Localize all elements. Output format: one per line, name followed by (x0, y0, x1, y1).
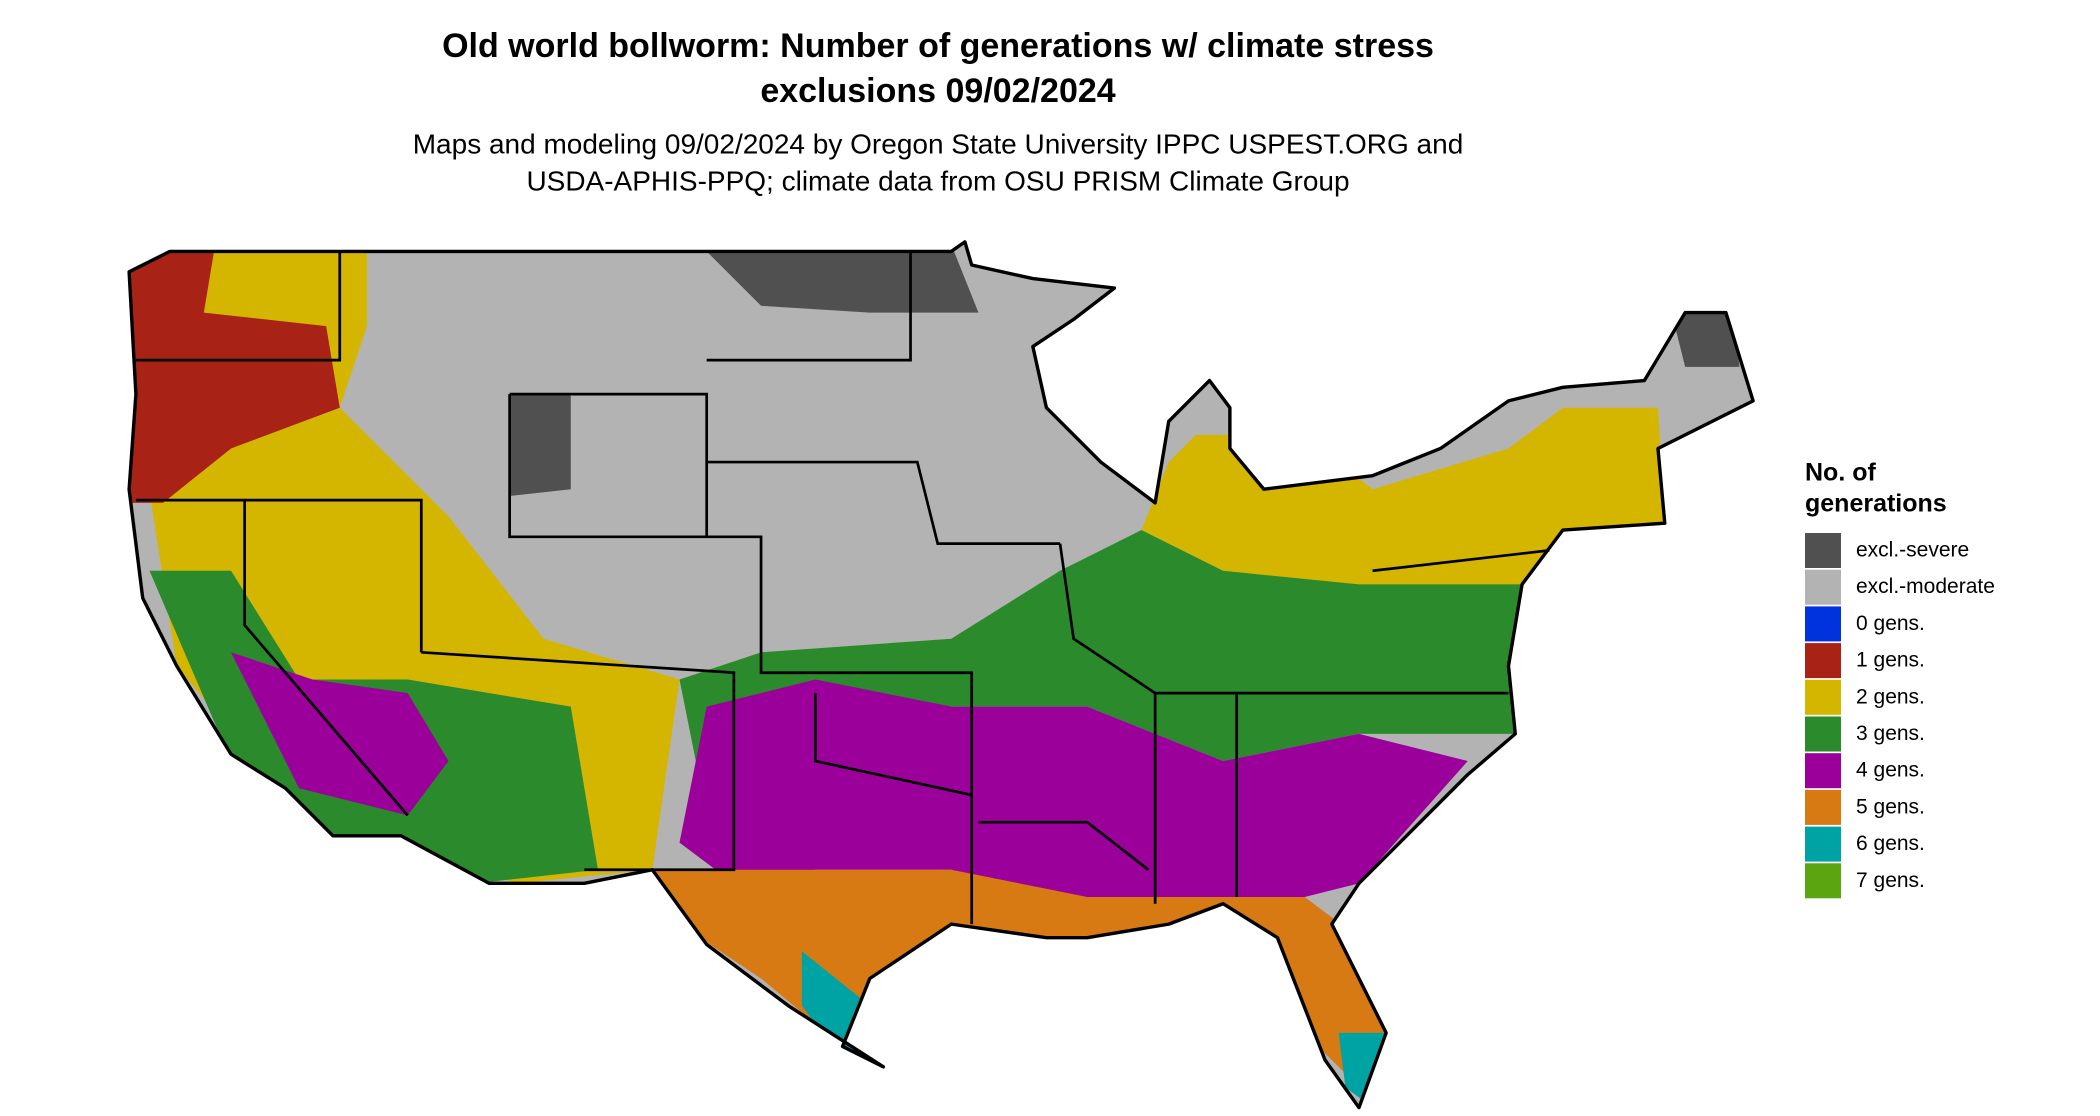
legend-swatch (1805, 679, 1841, 715)
legend-label: 6 gens. (1856, 832, 1925, 855)
subtitle-line: USDA-APHIS-PPQ; climate data from OSU PR… (526, 165, 1349, 196)
legend-label: 5 gens. (1856, 795, 1925, 818)
legend-label: 0 gens. (1856, 612, 1925, 635)
legend-title: No. of (1805, 459, 1876, 487)
map (127, 240, 1755, 1110)
legend-label: excl.-moderate (1856, 575, 1995, 598)
title-line: exclusions 09/02/2024 (760, 72, 1115, 110)
legend-swatch (1805, 753, 1841, 789)
legend-swatch (1805, 533, 1841, 568)
legend-label: excl.-severe (1856, 539, 1969, 562)
subtitle-line: Maps and modeling 09/02/2024 by Oregon S… (413, 128, 1464, 159)
legend-label: 4 gens. (1856, 759, 1925, 782)
legend-swatch (1805, 789, 1841, 825)
legend-label: 2 gens. (1856, 685, 1925, 708)
legend-title: generations (1805, 490, 1947, 518)
legend-swatch (1805, 643, 1841, 679)
legend-label: 1 gens. (1856, 649, 1925, 672)
legend-label: 7 gens. (1856, 869, 1925, 892)
title-line: Old world bollworm: Number of generation… (442, 27, 1434, 65)
legend-swatch (1805, 826, 1841, 862)
legend-swatch (1805, 606, 1841, 642)
legend-swatch (1805, 716, 1841, 752)
legend-label: 3 gens. (1856, 722, 1925, 745)
legend-swatch (1805, 863, 1841, 899)
legend-swatch (1805, 569, 1841, 605)
legend: excl.-severe excl.-moderate 0 gens. 1 gens.… (1805, 533, 1995, 899)
